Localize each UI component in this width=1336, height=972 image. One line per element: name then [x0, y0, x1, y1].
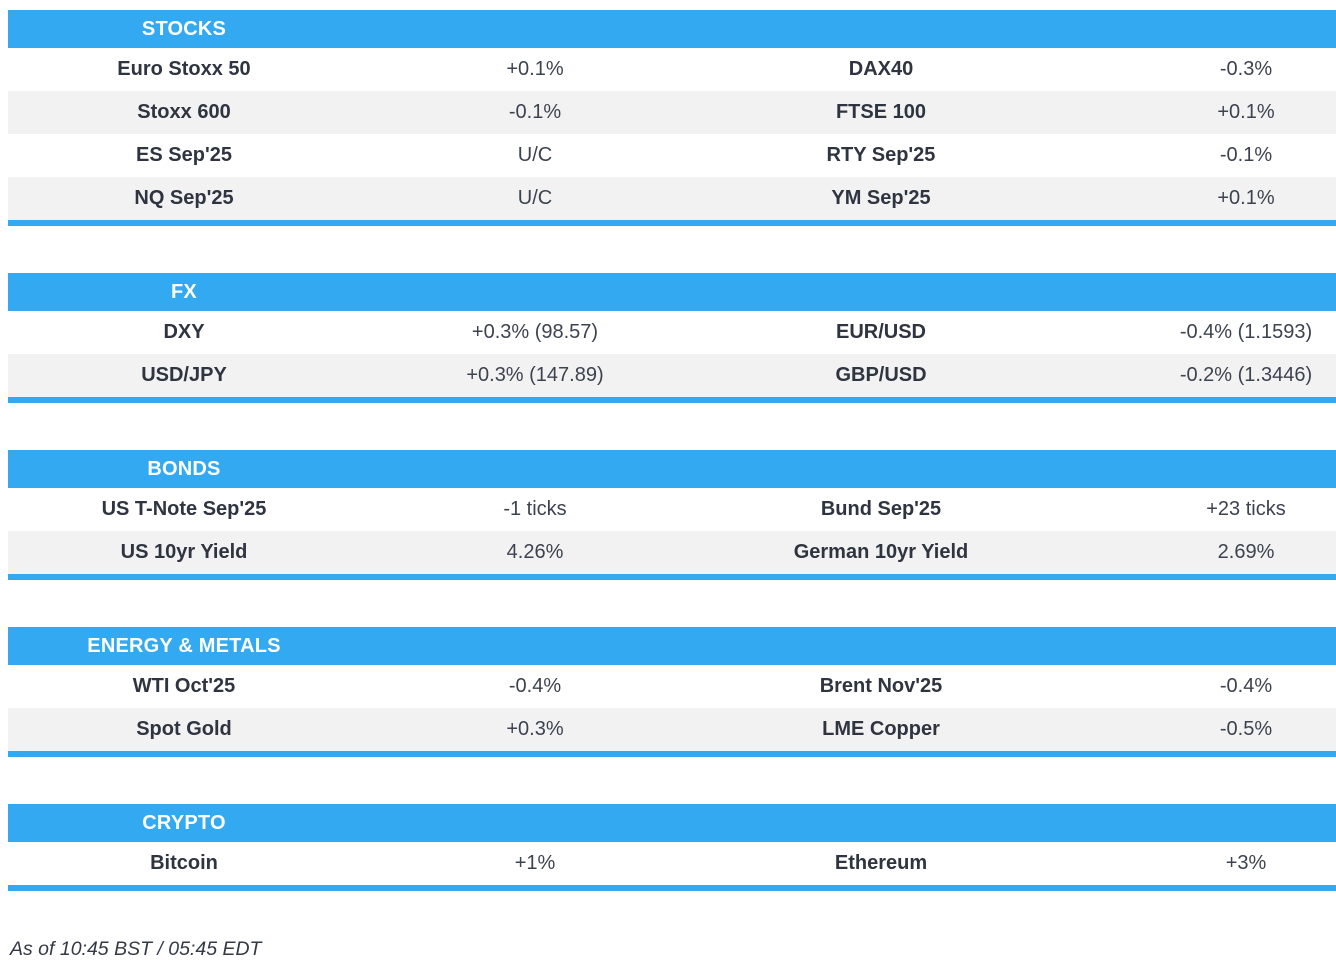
instrument-label: GBP/USD: [835, 364, 927, 386]
table-row: US 10yr Yield 4.26% German 10yr Yield 2.…: [8, 531, 1336, 574]
section-fx: FX DXY +0.3% (98.57) EUR/USD -0.4% (1.15…: [8, 273, 1336, 403]
instrument-label: German 10yr Yield: [793, 541, 969, 563]
instrument-label: NQ Sep'25: [134, 187, 234, 209]
section-stocks: STOCKS Euro Stoxx 50 +0.1% DAX40 -0.3% S…: [8, 10, 1336, 226]
table-row: DXY +0.3% (98.57) EUR/USD -0.4% (1.1593): [8, 311, 1336, 354]
section-title: BONDS: [147, 457, 221, 480]
market-summary: STOCKS Euro Stoxx 50 +0.1% DAX40 -0.3% S…: [8, 0, 1336, 961]
instrument-label: EUR/USD: [835, 321, 926, 343]
as-of-timestamp: As of 10:45 BST / 05:45 EDT: [10, 938, 262, 960]
change-value: -0.4%: [508, 675, 562, 697]
section-title: ENERGY & METALS: [87, 634, 281, 657]
section-energy-metals: ENERGY & METALS WTI Oct'25 -0.4% Brent N…: [8, 627, 1336, 757]
section-header-fx: FX: [8, 273, 1336, 311]
instrument-label: US T-Note Sep'25: [101, 498, 267, 520]
change-value: -1 ticks: [503, 498, 567, 520]
section-title: FX: [171, 280, 197, 303]
table-row: ES Sep'25 U/C RTY Sep'25 -0.1%: [8, 134, 1336, 177]
instrument-label: US 10yr Yield: [120, 541, 248, 563]
change-value: +0.1%: [1217, 187, 1275, 209]
instrument-label: Ethereum: [834, 852, 928, 874]
instrument-label: FTSE 100: [835, 101, 927, 123]
change-value: 2.69%: [1217, 541, 1275, 563]
table-row: Bitcoin +1% Ethereum +3%: [8, 842, 1336, 885]
change-value: +0.3%: [506, 718, 564, 740]
instrument-label: YM Sep'25: [831, 187, 931, 209]
table-row: US T-Note Sep'25 -1 ticks Bund Sep'25 +2…: [8, 488, 1336, 531]
table-row: Euro Stoxx 50 +0.1% DAX40 -0.3%: [8, 48, 1336, 91]
section-bonds: BONDS US T-Note Sep'25 -1 ticks Bund Sep…: [8, 450, 1336, 580]
instrument-label: LME Copper: [822, 718, 940, 740]
change-value: -0.4%: [1219, 675, 1273, 697]
section-header-stocks: STOCKS: [8, 10, 1336, 48]
change-value: +0.3% (147.89): [466, 364, 604, 386]
instrument-label: RTY Sep'25: [826, 144, 936, 166]
change-value: U/C: [517, 144, 553, 166]
table-row: Stoxx 600 -0.1% FTSE 100 +0.1%: [8, 91, 1336, 134]
change-value: 4.26%: [506, 541, 564, 563]
instrument-label: Bund Sep'25: [820, 498, 942, 520]
instrument-label: Euro Stoxx 50: [117, 58, 251, 80]
instrument-label: DXY: [163, 321, 205, 343]
instrument-label: DAX40: [848, 58, 914, 80]
section-title: STOCKS: [141, 17, 227, 40]
change-value: -0.1%: [508, 101, 562, 123]
instrument-label: Spot Gold: [136, 718, 232, 740]
instrument-label: ES Sep'25: [136, 144, 232, 166]
change-value: +0.1%: [1217, 101, 1275, 123]
change-value: -0.5%: [1219, 718, 1273, 740]
change-value: -0.4% (1.1593): [1179, 321, 1313, 343]
instrument-label: WTI Oct'25: [132, 675, 236, 697]
change-value: +0.3% (98.57): [471, 321, 599, 343]
change-value: U/C: [517, 187, 553, 209]
table-row: WTI Oct'25 -0.4% Brent Nov'25 -0.4%: [8, 665, 1336, 708]
change-value: +1%: [514, 852, 556, 874]
change-value: -0.3%: [1219, 58, 1273, 80]
table-row: NQ Sep'25 U/C YM Sep'25 +0.1%: [8, 177, 1336, 220]
table-row: USD/JPY +0.3% (147.89) GBP/USD -0.2% (1.…: [8, 354, 1336, 397]
change-value: +23 ticks: [1206, 498, 1286, 520]
instrument-label: Bitcoin: [150, 852, 218, 874]
section-crypto: CRYPTO Bitcoin +1% Ethereum +3%: [8, 804, 1336, 891]
change-value: -0.1%: [1219, 144, 1273, 166]
section-header-crypto: CRYPTO: [8, 804, 1336, 842]
instrument-label: Stoxx 600: [137, 101, 231, 123]
instrument-label: USD/JPY: [141, 364, 227, 386]
section-header-bonds: BONDS: [8, 450, 1336, 488]
section-header-energy-metals: ENERGY & METALS: [8, 627, 1336, 665]
change-value: +0.1%: [506, 58, 564, 80]
instrument-label: Brent Nov'25: [819, 675, 943, 697]
change-value: +3%: [1225, 852, 1267, 874]
table-row: Spot Gold +0.3% LME Copper -0.5%: [8, 708, 1336, 751]
change-value: -0.2% (1.3446): [1179, 364, 1313, 386]
section-title: CRYPTO: [142, 811, 226, 834]
